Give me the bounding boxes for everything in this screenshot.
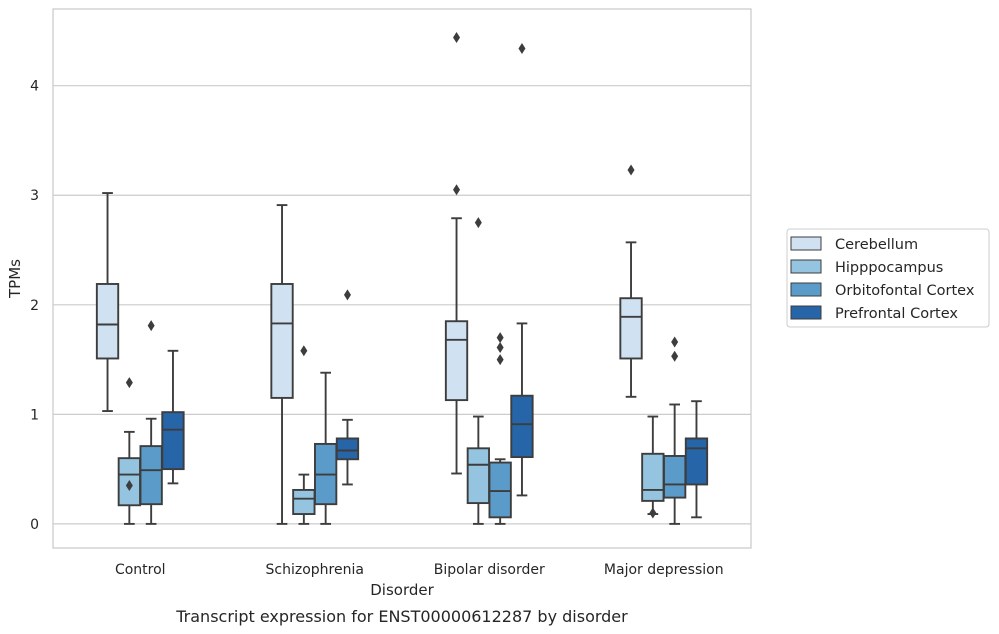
legend-item: Hipppocampus	[790, 259, 943, 276]
box-bipolar-disorder	[444, 31, 469, 475]
x-axis-ticks: Control Schizophrenia Bipolar disorder Majo…	[115, 562, 724, 578]
outlier-point	[300, 345, 308, 357]
series-hipppocampus	[117, 217, 665, 525]
box-major-depression	[663, 336, 687, 525]
box-control	[117, 377, 141, 525]
y-tick-label: 3	[30, 188, 39, 204]
outlier-point	[496, 332, 504, 344]
box-iqr	[292, 488, 316, 515]
outlier-point	[671, 350, 679, 362]
box-major-depression	[684, 400, 709, 519]
box-iqr	[684, 437, 709, 486]
outlier-point	[125, 480, 133, 492]
box-control	[95, 192, 120, 413]
x-tick-label: Major depression	[604, 562, 724, 578]
outlier-point	[649, 507, 657, 519]
x-tick-label: Control	[115, 562, 166, 578]
legend-swatch	[790, 259, 822, 274]
outlier-point	[453, 31, 461, 43]
legend-item: Cerebellum	[790, 236, 918, 253]
box-iqr	[466, 447, 490, 505]
box-major-depression	[619, 164, 643, 398]
outlier-point	[496, 342, 504, 354]
y-tick-label: 0	[30, 517, 39, 533]
box-iqr	[270, 283, 294, 399]
box-control	[139, 320, 163, 525]
box-iqr	[510, 394, 534, 459]
legend-label: Orbitofontal Cortex	[835, 283, 975, 299]
box-iqr	[335, 437, 360, 461]
box-schizophrenia	[335, 289, 360, 486]
legend-swatch	[790, 282, 822, 297]
y-axis-label: TPMs	[6, 259, 24, 299]
y-tick-label: 4	[30, 79, 39, 95]
chart-title: Transcript expression for ENST0000061228…	[175, 607, 628, 626]
box-iqr	[95, 283, 120, 360]
x-tick-label: Schizophrenia	[266, 562, 364, 578]
box-series	[95, 31, 709, 525]
series-orbitofontal-cortex	[139, 320, 687, 525]
legend-label: Hipppocampus	[835, 260, 943, 276]
box-schizophrenia	[292, 345, 316, 525]
box-iqr	[619, 297, 643, 360]
series-cerebellum	[95, 31, 643, 525]
box-iqr	[139, 445, 163, 506]
outlier-point	[518, 42, 526, 54]
legend-swatch	[790, 305, 822, 320]
box-bipolar-disorder	[488, 332, 512, 525]
box-control	[161, 349, 185, 485]
outlier-point	[496, 354, 504, 366]
legend-item: Prefrontal Cortex	[790, 305, 958, 322]
y-axis-ticks: 0 1 2 3 4	[30, 79, 39, 533]
outlier-point	[627, 164, 635, 176]
series-prefrontal-cortex	[161, 42, 709, 519]
legend-frame	[786, 228, 990, 328]
box-iqr	[488, 461, 512, 519]
box-iqr	[161, 411, 185, 471]
legend-item: Orbitofontal Cortex	[790, 282, 975, 299]
box-iqr	[641, 452, 665, 502]
legend-swatch	[790, 236, 822, 251]
x-tick-label: Bipolar disorder	[434, 562, 545, 578]
outlier-point	[671, 336, 679, 348]
outlier-point	[343, 289, 351, 301]
box-iqr	[444, 320, 469, 402]
outlier-point	[474, 217, 482, 229]
y-tick-label: 2	[30, 298, 39, 314]
plot-frame	[52, 8, 752, 549]
plot-area	[52, 8, 752, 549]
box-schizophrenia	[270, 204, 294, 525]
x-axis-label: Disorder	[370, 581, 434, 599]
y-tick-label: 1	[30, 407, 39, 423]
legend: Cerebellum Hipppocampus Orbitofontal Corte…	[786, 228, 990, 328]
box-iqr	[663, 455, 687, 499]
outlier-point	[125, 377, 133, 389]
box-schizophrenia	[314, 371, 338, 525]
legend-label: Prefrontal Cortex	[835, 306, 958, 322]
outlier-point	[453, 184, 461, 196]
outlier-point	[147, 320, 155, 332]
legend-label: Cerebellum	[835, 237, 918, 253]
box-bipolar-disorder	[510, 42, 534, 497]
